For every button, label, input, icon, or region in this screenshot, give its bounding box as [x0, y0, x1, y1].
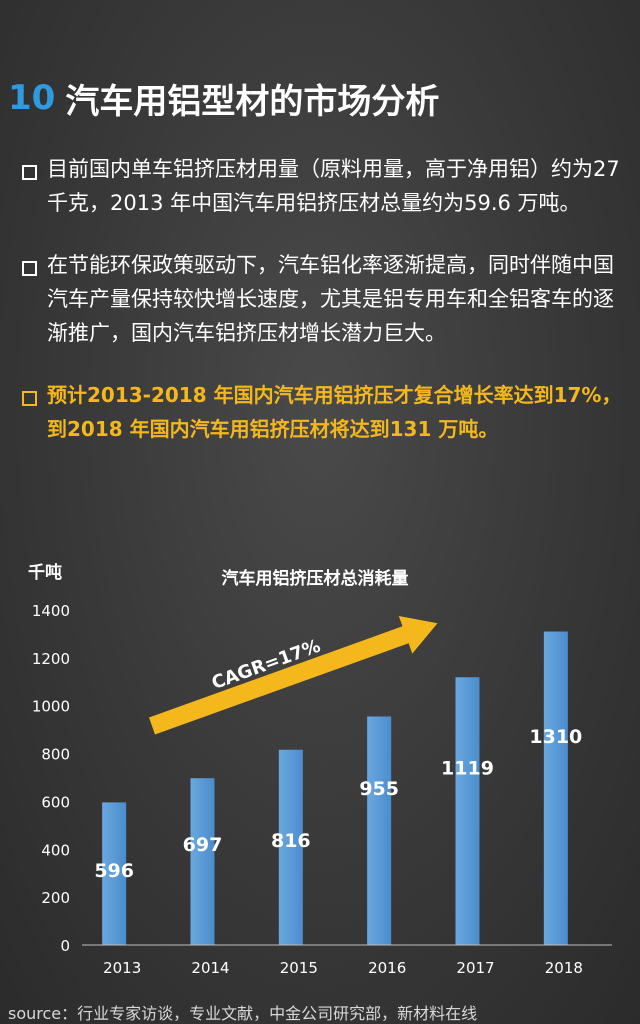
chart-title: 汽车用铝挤压材总消耗量	[222, 568, 409, 589]
section-number: 10	[8, 78, 56, 118]
square-bullet-icon	[22, 391, 37, 406]
data-label: 596	[94, 860, 134, 882]
y-tick-label: 1000	[32, 698, 70, 716]
y-tick-label: 400	[41, 841, 70, 859]
bar	[190, 778, 215, 945]
x-tick-label: 2014	[191, 959, 229, 977]
bar	[543, 631, 568, 945]
bullet-item-highlight: 预计2013-2018 年国内汽车用铝挤压才复合增长率达到17%，到2018 年…	[22, 378, 626, 446]
x-tick-label: 2017	[456, 959, 494, 977]
chart-container: 千吨 汽车用铝挤压材总消耗量 0 200 400 600 800 1000 1200 1400…	[0, 548, 640, 998]
bullet-item: 目前国内单车铝挤压材用量（原料用量，高于净用铝）约为27 千克，2013 年中国…	[22, 152, 626, 220]
bullet-list: 目前国内单车铝挤压材用量（原料用量，高于净用铝）约为27 千克，2013 年中国…	[22, 152, 626, 474]
arrow-icon	[149, 616, 438, 735]
y-axis-label: 千吨	[28, 562, 62, 583]
y-tick-label: 1200	[32, 650, 70, 668]
data-label: 1119	[441, 758, 494, 780]
bar	[278, 749, 303, 945]
y-tick-label: 1400	[32, 602, 70, 620]
y-tick-label: 600	[41, 793, 70, 811]
data-label: 1310	[529, 726, 582, 748]
bullet-text: 目前国内单车铝挤压材用量（原料用量，高于净用铝）约为27 千克，2013 年中国…	[47, 157, 620, 215]
bullet-item: 在节能环保政策驱动下，汽车铝化率逐渐提高，同时伴随中国汽车产量保持较快增长速度，…	[22, 248, 626, 350]
bar	[102, 802, 127, 945]
square-bullet-icon	[22, 165, 37, 180]
bar-chart: 千吨 汽车用铝挤压材总消耗量 0 200 400 600 800 1000 1200 1400…	[28, 562, 612, 977]
data-label: 955	[359, 778, 399, 800]
data-label: 816	[271, 830, 311, 852]
y-tick-label: 800	[41, 746, 70, 764]
x-tick-label: 2016	[368, 959, 406, 977]
bullet-text: 在节能环保政策驱动下，汽车铝化率逐渐提高，同时伴随中国汽车产量保持较快增长速度，…	[47, 253, 614, 345]
y-tick-label: 0	[60, 937, 70, 955]
page-title: 汽车用铝型材的市场分析	[65, 81, 440, 122]
source-note: source：行业专家访谈，专业文献，中金公司研究部，新材料在线	[8, 1004, 478, 1023]
bullet-text-highlight: 预计2013-2018 年国内汽车用铝挤压才复合增长率达到17%，到2018 年…	[47, 383, 622, 441]
data-label: 697	[183, 834, 223, 856]
x-tick-label: 2018	[545, 959, 583, 977]
x-tick-label: 2013	[103, 959, 141, 977]
y-tick-label: 200	[41, 889, 70, 907]
growth-arrow: CAGR=17%	[149, 616, 438, 735]
slide-header: 10 汽车用铝型材的市场分析	[8, 70, 439, 126]
bar	[367, 716, 392, 945]
square-bullet-icon	[22, 261, 37, 276]
x-tick-label: 2015	[280, 959, 318, 977]
bar	[455, 677, 480, 945]
